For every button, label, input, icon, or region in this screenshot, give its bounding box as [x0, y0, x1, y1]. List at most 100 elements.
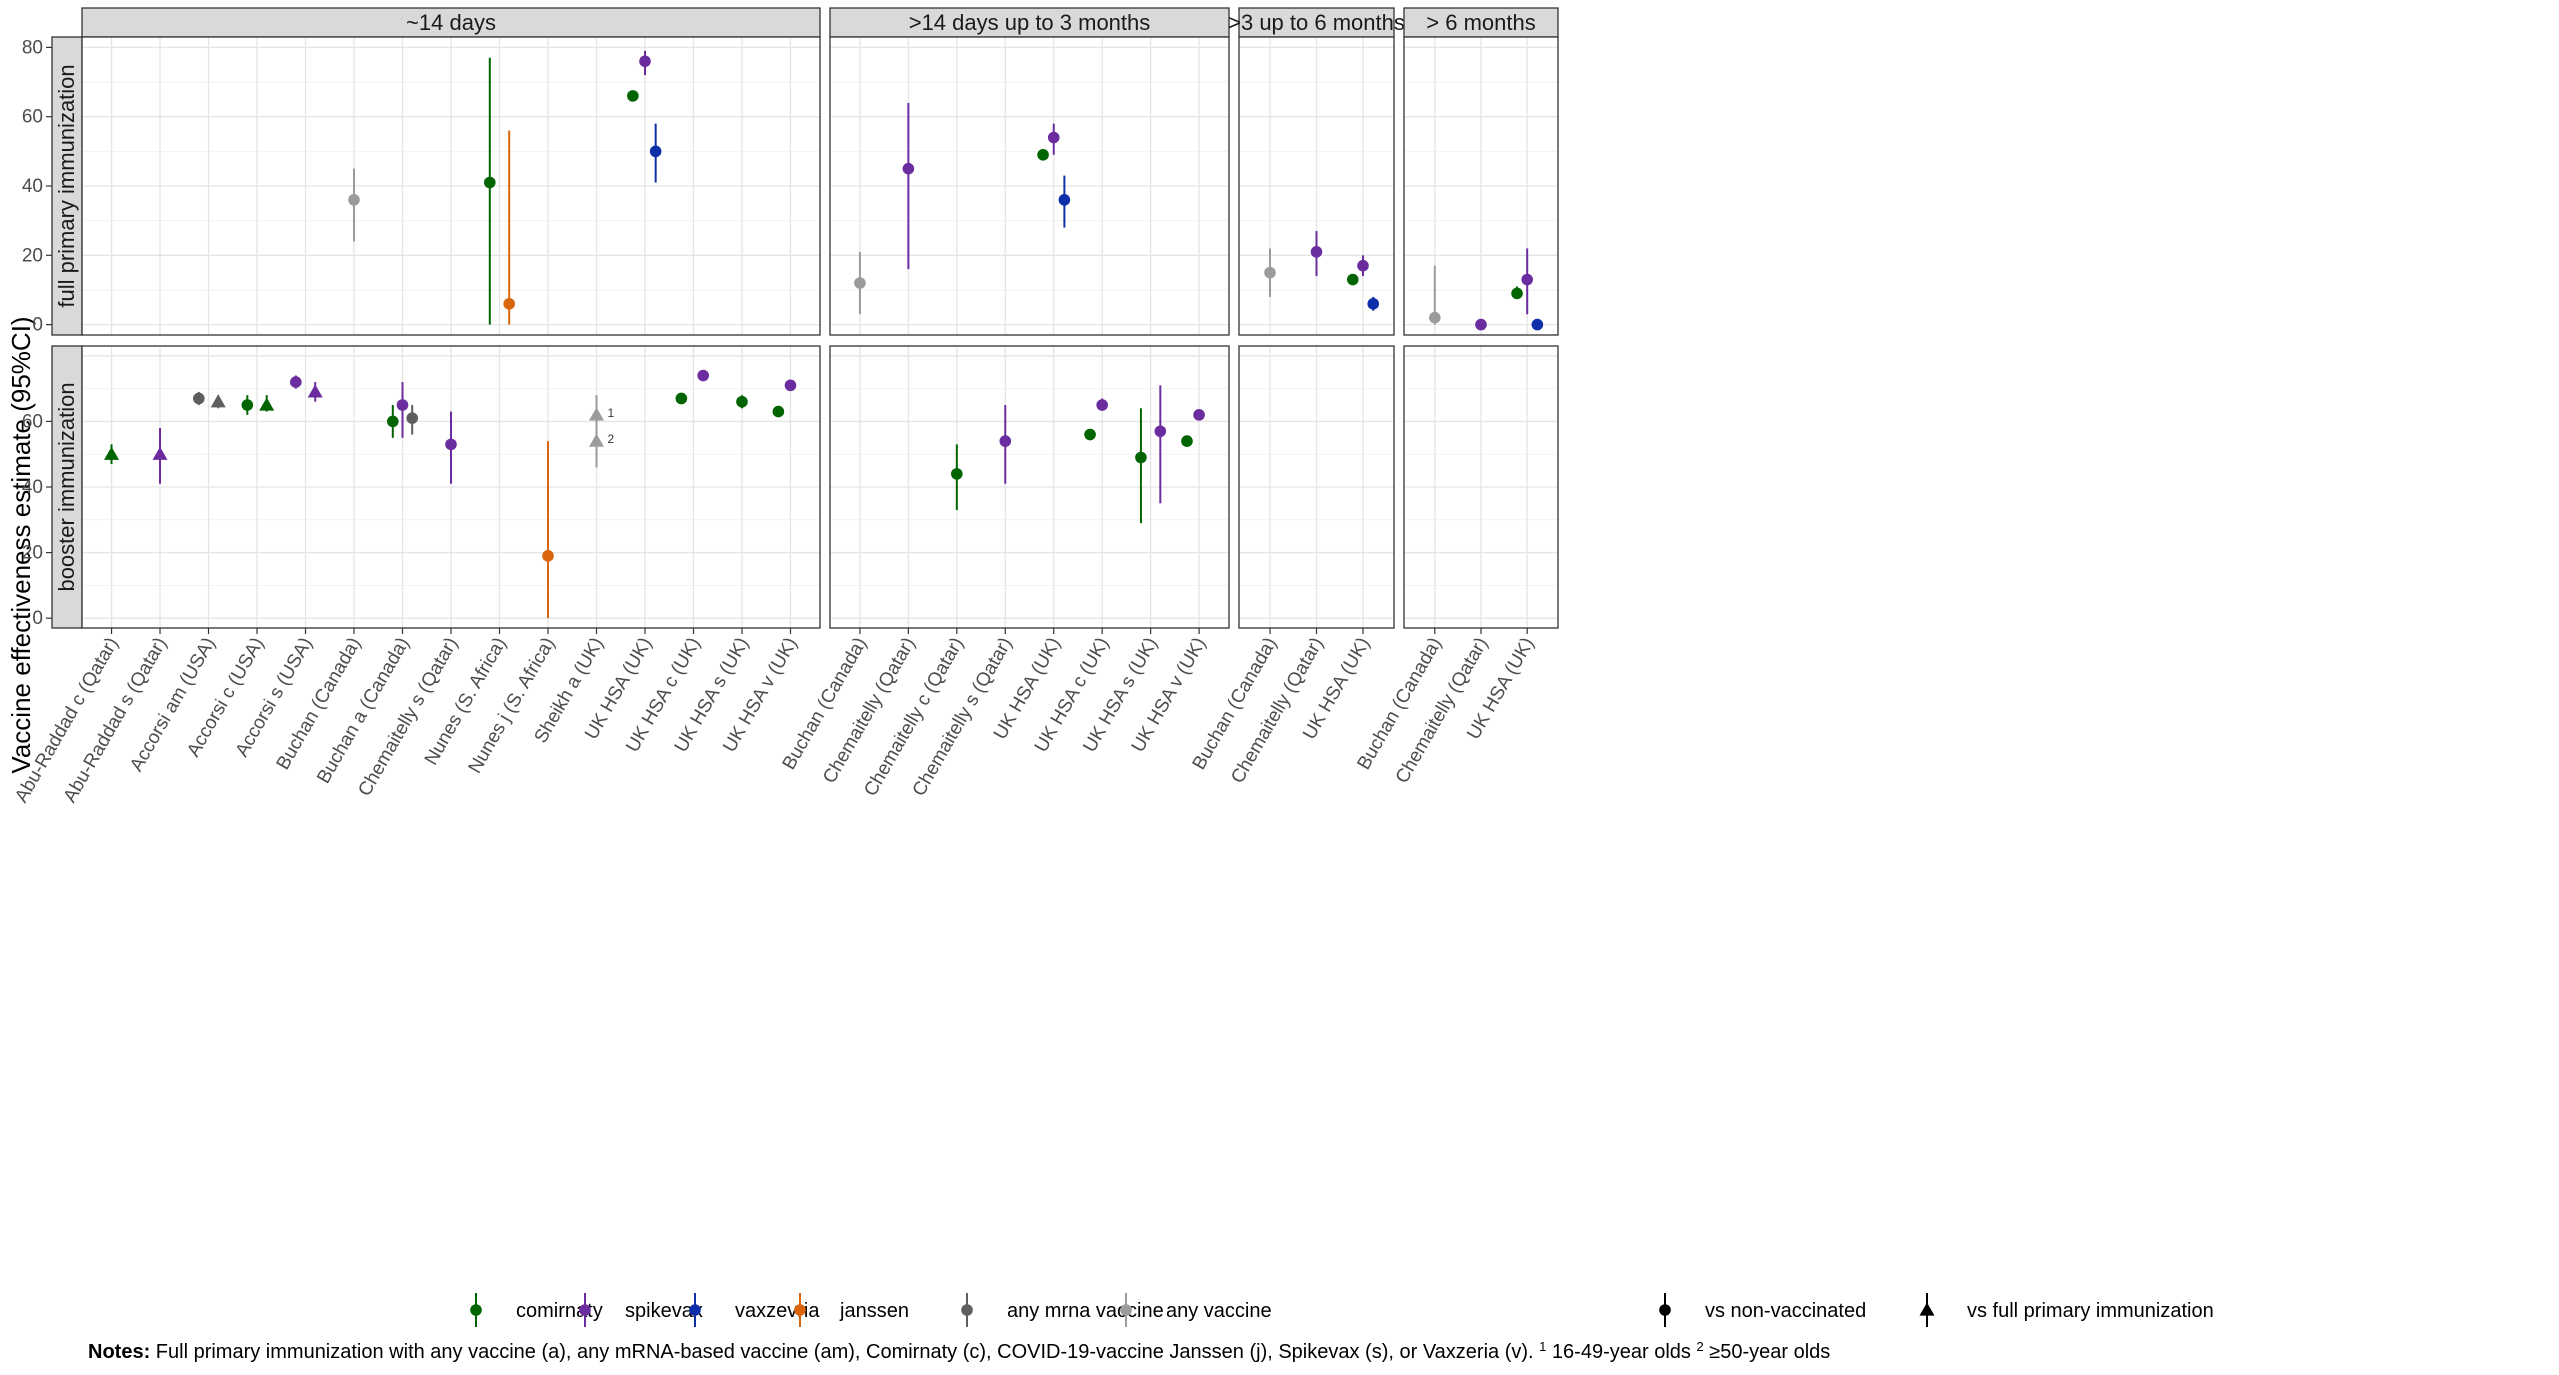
estimate-triangle	[307, 384, 323, 398]
estimate-circle	[1084, 428, 1096, 441]
legend-label: vaxzevria	[735, 1300, 820, 1322]
estimate-circle	[1531, 318, 1544, 331]
point-comirnaty-circle	[483, 57, 496, 325]
panel-border	[1403, 36, 1559, 336]
point-footnote-mark: 1	[607, 406, 614, 420]
point-spikevax-circle	[1154, 385, 1167, 504]
estimate-circle	[445, 438, 457, 451]
point-spikevax-circle	[290, 375, 302, 389]
point-comirnaty-circle	[1135, 408, 1147, 524]
estimate-circle	[639, 55, 651, 68]
note-1-mark: 1	[1539, 1339, 1546, 1354]
point-anymrna-circle	[193, 391, 205, 406]
legend-item-janssen: janssen	[794, 1293, 909, 1327]
legend-label: janssen	[839, 1300, 909, 1322]
legend-circle	[470, 1304, 482, 1316]
point-spikevax-circle	[639, 50, 651, 76]
point-comirnaty-circle	[387, 405, 399, 438]
notes-body: Full primary immunization with any vacci…	[150, 1341, 1539, 1363]
point-spikevax-triangle	[152, 427, 168, 484]
legend-item-vs_full: vs full primary immunization	[1919, 1293, 2214, 1327]
estimate-circle	[290, 376, 302, 388]
point-vaxzevria-circle	[1058, 175, 1071, 228]
panel-border	[829, 345, 1230, 629]
estimate-triangle	[588, 433, 604, 447]
panel-r1-c3	[1403, 345, 1559, 629]
column-strip-label-1: >14 days up to 3 months	[909, 10, 1151, 35]
point-spikevax-circle	[1096, 398, 1108, 411]
y-tick-label: 40	[22, 477, 43, 498]
panel-r0-c3	[1403, 36, 1559, 336]
estimate-triangle	[588, 407, 604, 421]
legend-circle	[794, 1304, 806, 1316]
y-tick-label: 20	[22, 245, 43, 266]
y-tick-label: 60	[22, 411, 43, 432]
point-spikevax-circle	[1310, 231, 1323, 277]
point-anyvaccine-circle	[1429, 265, 1441, 325]
y-tick-label: 60	[22, 107, 43, 128]
legend-label: comirnaty	[516, 1300, 603, 1322]
estimate-triangle	[104, 446, 120, 460]
point-comirnaty-circle	[1346, 273, 1359, 286]
point-footnote-mark: 2	[607, 432, 614, 446]
estimate-circle	[902, 162, 915, 175]
point-spikevax-circle	[1357, 255, 1369, 277]
point-janssen-circle	[503, 130, 515, 325]
estimate-circle	[348, 194, 360, 206]
estimate-circle	[1511, 287, 1523, 300]
estimate-circle	[1357, 259, 1369, 272]
point-vaxzevria-circle	[1531, 318, 1544, 331]
point-spikevax-circle	[396, 382, 409, 438]
row-strip-label-1: booster immunization	[54, 382, 79, 591]
estimate-circle	[1135, 451, 1147, 464]
legend: comirnaty spikevax vaxzevria janssen any mrn…	[470, 1293, 2214, 1327]
estimate-circle	[406, 412, 419, 424]
estimate-circle	[1047, 131, 1060, 144]
estimate-circle	[387, 415, 399, 428]
point-comirnaty-circle	[736, 395, 748, 409]
point-comirnaty-circle	[1181, 435, 1193, 447]
panel-r1-c1	[829, 345, 1230, 629]
panel-r0-c2	[1238, 36, 1395, 336]
estimate-circle	[736, 395, 748, 408]
estimate-circle	[1310, 246, 1323, 258]
estimate-circle	[503, 298, 515, 310]
estimate-circle	[999, 435, 1012, 447]
panel-r0-c0	[81, 36, 821, 336]
estimate-circle	[697, 369, 709, 382]
legend-circle	[689, 1304, 701, 1316]
point-spikevax-circle	[784, 379, 797, 392]
point-spikevax-triangle	[307, 382, 323, 402]
panel-border	[829, 36, 1230, 336]
x-tick-label: Buchan a (Canada)	[313, 634, 414, 787]
point-comirnaty-circle	[1511, 286, 1523, 300]
legend-circle	[1659, 1304, 1671, 1316]
panel-border	[81, 36, 821, 336]
estimate-triangle	[210, 394, 226, 408]
estimate-circle	[1346, 273, 1359, 286]
estimate-circle	[951, 468, 963, 480]
point-anyvaccine-circle	[1264, 248, 1276, 297]
estimate-circle	[1154, 425, 1167, 438]
y-tick-label: 20	[22, 543, 43, 564]
column-strip-2	[1238, 7, 1395, 38]
legend-item-anymrna: any mrna vaccine	[961, 1293, 1164, 1327]
legend-circle	[1120, 1304, 1132, 1316]
estimate-circle	[241, 399, 254, 411]
facet-panels: ~14 days >14 days up to 3 months >3 up to …	[11, 7, 1559, 806]
y-tick-label: 0	[32, 315, 43, 336]
estimate-triangle	[259, 397, 275, 411]
legend-label: any vaccine	[1166, 1300, 1272, 1322]
point-spikevax-circle	[999, 405, 1012, 484]
point-spikevax-circle	[902, 102, 915, 270]
column-strip-0	[81, 7, 821, 38]
panel-r0-c1	[829, 36, 1230, 336]
note-2-text: ≥50-year olds	[1704, 1341, 1831, 1363]
estimate-circle	[1367, 298, 1380, 310]
panel-r1-c2	[1238, 345, 1395, 629]
y-tick-label: 0	[32, 608, 43, 629]
point-anyvaccine-circle	[348, 168, 360, 242]
estimate-circle	[396, 399, 409, 411]
legend-label: vs non-vaccinated	[1705, 1300, 1866, 1322]
